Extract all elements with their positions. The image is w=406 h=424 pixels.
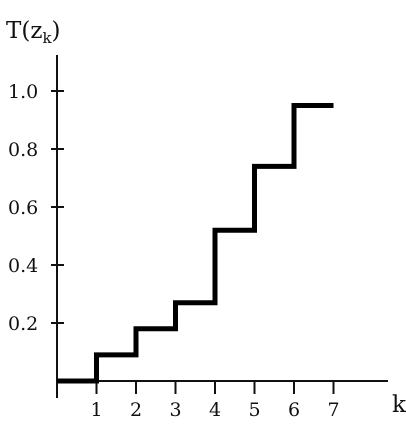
x-tick-label-2: 2 <box>130 399 142 421</box>
x-tick-label-5: 5 <box>249 399 261 421</box>
y-axis-title-close: ) <box>52 18 61 44</box>
y-axis-title-subscript: k <box>42 29 52 47</box>
y-axis-title: T(zk) <box>6 18 61 47</box>
svg-text:T(zk): T(zk) <box>6 18 61 47</box>
y-tick-label-0.6: 0.6 <box>8 197 38 219</box>
x-tick-label-1: 1 <box>91 399 103 421</box>
x-axis-ticks: 1 2 3 4 5 6 7 <box>91 381 340 421</box>
x-axis-title: k <box>392 392 406 418</box>
y-tick-label-0.2: 0.2 <box>8 313 38 335</box>
y-axis-ticks: 0.2 0.4 0.6 0.8 1.0 <box>8 81 64 335</box>
x-tick-label-6: 6 <box>288 399 300 421</box>
x-tick-label-7: 7 <box>328 399 340 421</box>
y-tick-label-0.4: 0.4 <box>8 255 38 277</box>
step-series-line <box>57 103 334 384</box>
x-tick-label-4: 4 <box>209 399 221 421</box>
step-series-layer <box>57 103 334 384</box>
x-tick-label-3: 3 <box>170 399 182 421</box>
y-tick-label-1.0: 1.0 <box>8 81 38 103</box>
y-tick-label-0.8: 0.8 <box>8 139 38 161</box>
y-axis-title-base: T(z <box>6 18 42 44</box>
